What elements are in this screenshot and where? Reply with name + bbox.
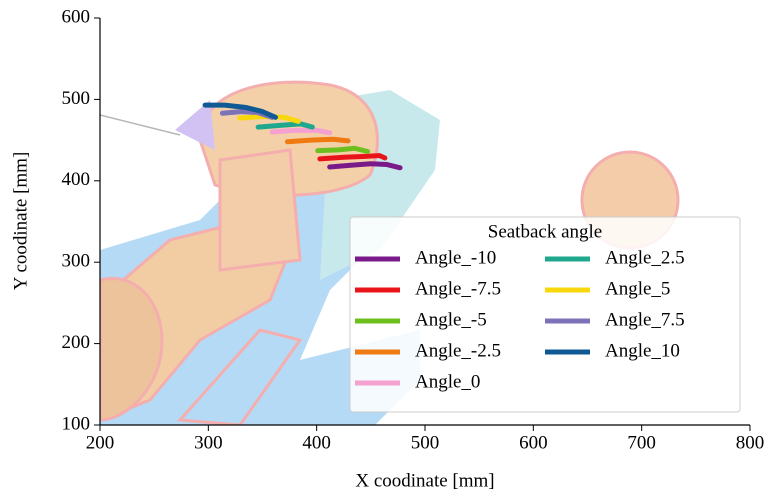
x-tick-label: 300 [194,432,223,453]
legend-label: Angle_-5 [415,309,487,330]
x-tick-label: 600 [519,432,548,453]
x-tick-label: 400 [302,432,331,453]
y-tick-label: 200 [62,332,91,353]
x-tick-label: 700 [627,432,656,453]
x-axis-label: X coodinate [mm] [355,470,494,491]
legend-title: Seatback angle [488,221,602,242]
legend-label: Angle_-10 [415,247,496,268]
x-tick-label: 200 [86,432,115,453]
x-tick-label: 800 [736,432,765,453]
legend-label: Angle_-7.5 [415,278,501,299]
legend-label: Angle_2.5 [605,247,685,268]
series-line [272,130,329,132]
y-tick-label: 300 [62,251,91,272]
y-tick-label: 100 [62,413,91,434]
chart: X coodinate [mm] Y coodinate [mm] 200 300… [0,0,772,502]
series-line [258,124,312,127]
y-axis-label: Y coodinate [mm] [10,152,31,291]
legend-label: Angle_7.5 [605,309,685,330]
legend-label: Angle_5 [605,278,670,299]
page: {"chart_data": {"type": "line", "xlabel"… [0,0,772,502]
legend-label: Angle_10 [605,340,680,361]
series-line [287,139,348,141]
y-tick-label: 400 [62,169,91,190]
legend-label: Angle_0 [415,371,480,392]
legend-label: Angle_-2.5 [415,340,501,361]
y-tick-label: 600 [62,6,91,27]
y-tick-label: 500 [62,88,91,109]
x-tick-label: 500 [411,432,440,453]
series-line [318,148,368,151]
